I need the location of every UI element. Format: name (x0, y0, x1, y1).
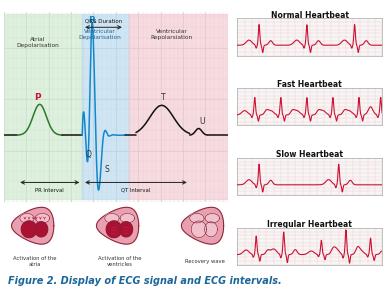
Text: Recovery wave: Recovery wave (185, 259, 225, 264)
Text: Irregular Heartbeat: Irregular Heartbeat (267, 220, 352, 229)
Text: PR Interval: PR Interval (36, 188, 64, 193)
Text: R: R (88, 16, 95, 25)
Text: Ventricular
Repolarsiation: Ventricular Repolarsiation (151, 29, 193, 40)
Text: U: U (199, 117, 205, 126)
Bar (82, 15, 129, 199)
Text: Fast Heartbeat: Fast Heartbeat (278, 80, 342, 89)
Text: Activation of the
atria: Activation of the atria (13, 255, 56, 267)
Bar (129, 15, 228, 199)
Polygon shape (120, 222, 132, 237)
Polygon shape (205, 214, 220, 223)
Text: P: P (34, 93, 41, 102)
Polygon shape (96, 207, 139, 244)
Polygon shape (205, 222, 217, 237)
Text: Ventricular
Depolarisation: Ventricular Depolarisation (79, 29, 122, 40)
Text: Slow Heartbeat: Slow Heartbeat (276, 150, 343, 159)
Polygon shape (21, 221, 37, 238)
Text: QRS Duration: QRS Duration (85, 19, 122, 24)
Polygon shape (181, 207, 223, 244)
Text: Atrial
Depolarisation: Atrial Depolarisation (16, 37, 59, 48)
Text: S: S (105, 165, 109, 174)
Text: T: T (161, 93, 165, 102)
Text: Q: Q (86, 150, 92, 159)
Text: Activation of the
ventricles: Activation of the ventricles (98, 255, 141, 267)
Text: Normal Heartbeat: Normal Heartbeat (271, 11, 349, 20)
Polygon shape (105, 214, 119, 223)
Polygon shape (190, 214, 204, 223)
Polygon shape (191, 221, 207, 238)
Polygon shape (12, 207, 54, 244)
Polygon shape (35, 214, 50, 223)
Polygon shape (106, 221, 122, 238)
Polygon shape (120, 214, 135, 223)
Polygon shape (20, 214, 34, 223)
Text: Figure 2. Display of ECG signal and ECG intervals.: Figure 2. Display of ECG signal and ECG … (8, 276, 281, 286)
Bar (4, 15, 82, 199)
Polygon shape (35, 222, 47, 237)
Text: QT Interval: QT Interval (121, 188, 151, 193)
